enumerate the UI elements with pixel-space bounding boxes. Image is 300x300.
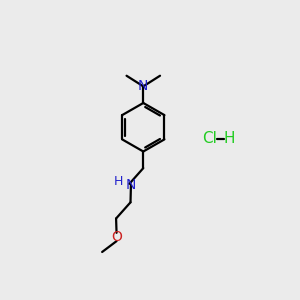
Text: N: N — [138, 80, 148, 93]
Text: H: H — [224, 131, 235, 146]
Text: N: N — [126, 178, 136, 191]
Text: O: O — [111, 230, 122, 244]
Text: Cl: Cl — [202, 131, 217, 146]
Text: H: H — [114, 175, 124, 188]
